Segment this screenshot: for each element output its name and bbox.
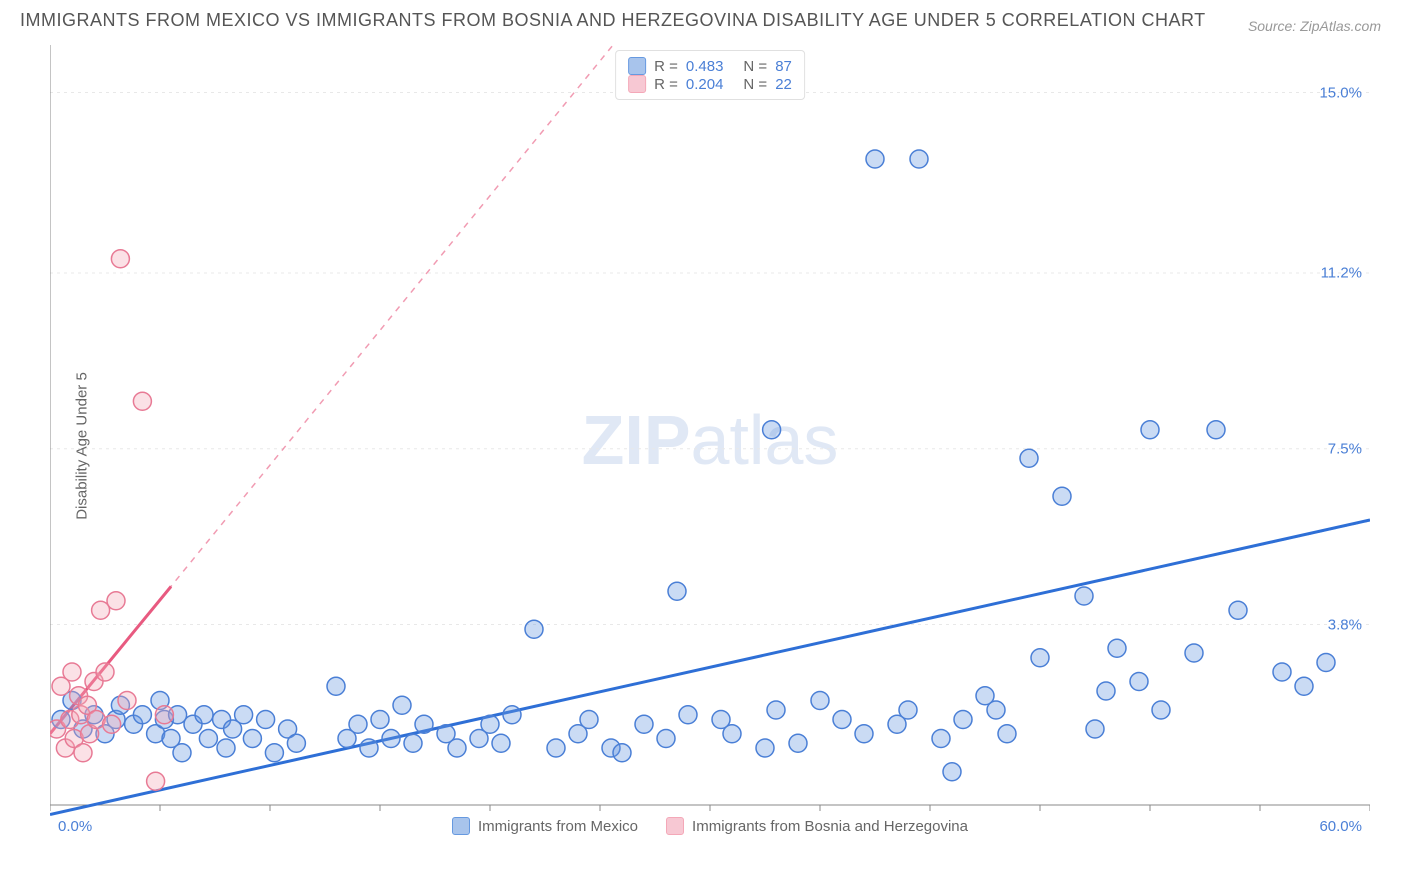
y-tick-label: 3.8% <box>1328 616 1362 633</box>
stats-legend-row: R = 0.204 N = 22 <box>628 75 792 93</box>
y-tick-label: 7.5% <box>1328 440 1362 457</box>
legend-label: Immigrants from Bosnia and Herzegovina <box>692 818 968 835</box>
legend-swatch <box>666 817 684 835</box>
stats-legend-row: R = 0.483 N = 87 <box>628 57 792 75</box>
r-label: R = <box>654 76 678 93</box>
r-value: 0.483 <box>686 58 724 75</box>
r-label: R = <box>654 58 678 75</box>
n-value: 22 <box>775 76 792 93</box>
y-tick-label: 15.0% <box>1319 84 1362 101</box>
stats-legend: R = 0.483 N = 87 R = 0.204 N = 22 <box>615 50 805 100</box>
y-tick-label: 11.2% <box>1321 265 1362 282</box>
plot-area: ZIPatlas R = 0.483 N = 87 R = 0.204 N = … <box>50 45 1370 835</box>
x-axis-max-label: 60.0% <box>1319 818 1362 835</box>
n-label: N = <box>743 76 767 93</box>
chart-title: IMMIGRANTS FROM MEXICO VS IMMIGRANTS FRO… <box>20 10 1206 31</box>
source-attribution: Source: ZipAtlas.com <box>1248 18 1381 34</box>
n-label: N = <box>743 58 767 75</box>
scatter-chart <box>50 45 1370 835</box>
series-legend: Immigrants from Mexico Immigrants from Bo… <box>452 817 968 835</box>
legend-swatch <box>628 57 646 75</box>
r-value: 0.204 <box>686 76 724 93</box>
legend-item: Immigrants from Bosnia and Herzegovina <box>666 817 968 835</box>
legend-swatch <box>452 817 470 835</box>
n-value: 87 <box>775 58 792 75</box>
x-axis-min-label: 0.0% <box>58 818 92 835</box>
legend-label: Immigrants from Mexico <box>478 818 638 835</box>
legend-swatch <box>628 75 646 93</box>
legend-item: Immigrants from Mexico <box>452 817 638 835</box>
